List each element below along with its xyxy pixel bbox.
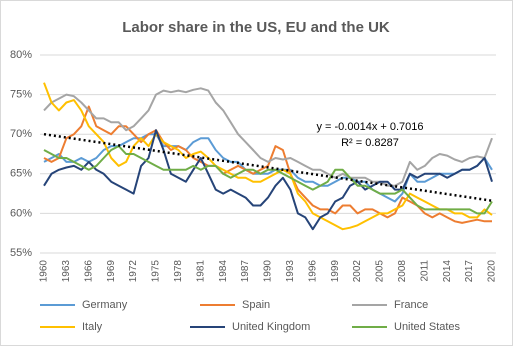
legend-label: Spain	[242, 299, 270, 311]
x-tick-label: 1996	[307, 260, 318, 283]
x-tick-label: 1966	[83, 260, 94, 283]
x-tick-label: 1963	[61, 260, 72, 283]
y-tick-label: 75%	[10, 89, 32, 101]
legend-label: Germany	[82, 299, 128, 311]
x-tick-label: 2017	[464, 260, 475, 283]
y-tick-label: 60%	[10, 207, 32, 219]
x-tick-label: 2020	[487, 260, 498, 283]
legend-label: Italy	[82, 321, 103, 333]
x-tick-label: 1984	[218, 260, 229, 283]
trend-r2: R² = 0.8287	[341, 137, 399, 149]
legend-label: France	[394, 299, 428, 311]
x-tick-label: 1990	[263, 260, 274, 283]
x-tick-label: 1960	[39, 260, 50, 283]
series-line	[43, 129, 493, 231]
x-tick-label: 1999	[330, 260, 341, 283]
series-line	[43, 82, 493, 231]
x-tick-label: 1987	[240, 260, 251, 283]
x-tick-label: 1978	[173, 260, 184, 283]
x-tick-label: 1969	[106, 260, 117, 283]
legend-label: United Kingdom	[232, 321, 310, 333]
y-tick-label: 55%	[10, 247, 32, 259]
chart-title: Labor share in the US, EU and the UK	[122, 19, 390, 36]
y-tick-label: 70%	[10, 128, 32, 140]
legend-label: United States	[394, 321, 461, 333]
x-tick-label: 1993	[285, 260, 296, 283]
x-tick-label: 1981	[195, 260, 206, 283]
trend-equation: y = -0.0014x + 0.7016	[316, 121, 423, 133]
x-tick-label: 2011	[419, 260, 430, 282]
x-tick-label: 2005	[375, 260, 386, 283]
x-tick-label: 2014	[442, 260, 453, 283]
series-line	[43, 87, 493, 187]
x-tick-label: 2008	[397, 260, 408, 283]
x-tick-label: 2002	[352, 260, 363, 283]
trendline	[43, 132, 493, 202]
y-tick-label: 80%	[10, 49, 32, 61]
y-tick-label: 65%	[10, 168, 32, 180]
x-tick-label: 1972	[128, 260, 139, 283]
x-tick-label: 1975	[151, 260, 162, 283]
